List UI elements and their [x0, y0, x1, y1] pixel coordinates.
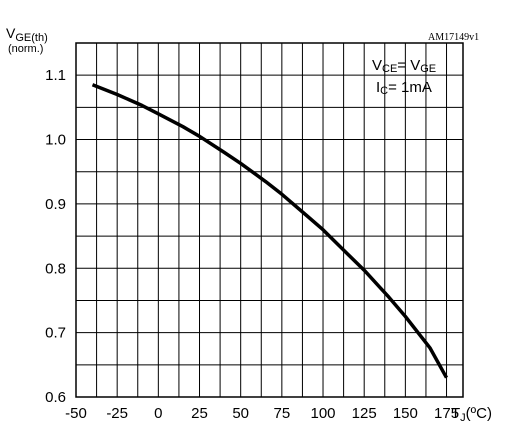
- y-tick-label: 1.1: [45, 67, 66, 84]
- chart-grid: [76, 43, 463, 397]
- x-tick-label: 150: [393, 405, 418, 422]
- y-axis-label-line2: (norm.): [8, 43, 43, 55]
- series-curve-group: [91, 83, 449, 379]
- y-axis-label: VGE(th): [6, 25, 48, 44]
- y-tick-label: 0.9: [45, 196, 66, 213]
- x-tick-label: 25: [191, 405, 208, 422]
- x-tick-label: -25: [106, 405, 128, 422]
- condition-ic: IC= 1mA: [376, 79, 432, 97]
- x-tick-label: 50: [232, 405, 249, 422]
- plot-frame: [75, 42, 464, 398]
- x-tick-label: 75: [274, 405, 291, 422]
- x-tick-label: -50: [65, 405, 87, 422]
- y-tick-label: 1.0: [45, 132, 66, 149]
- condition-vce: VCE= VGE: [372, 57, 436, 75]
- y-tick-label: 0.6: [45, 389, 66, 406]
- x-tick-label: 175: [434, 405, 459, 422]
- x-axis-label: TJ(ºC): [451, 405, 492, 424]
- y-tick-label: 0.8: [45, 260, 66, 277]
- tick-labels: -50 -25 0 25 50 75 100 125 150 175 0.6 0.7 0.8 0.9 1.0…: [45, 67, 459, 422]
- x-tick-label: 125: [352, 405, 377, 422]
- x-tick-label: 0: [154, 405, 162, 422]
- series-line: [91, 83, 449, 379]
- x-tick-label: 100: [311, 405, 336, 422]
- reference-code: AM17149v1: [428, 32, 479, 43]
- y-tick-label: 0.7: [45, 325, 66, 342]
